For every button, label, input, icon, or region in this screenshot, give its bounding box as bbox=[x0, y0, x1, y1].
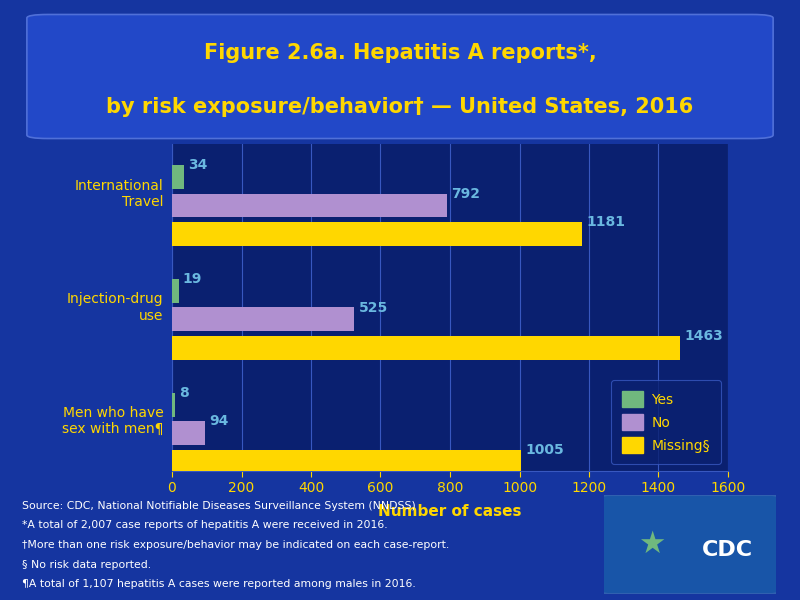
Bar bbox=[172, 222, 582, 246]
Text: 792: 792 bbox=[451, 187, 480, 201]
Text: 1005: 1005 bbox=[526, 443, 564, 457]
Text: †More than one risk exposure/behavior may be indicated on each case-report.: †More than one risk exposure/behavior ma… bbox=[22, 540, 449, 550]
Text: 1463: 1463 bbox=[685, 329, 723, 343]
Bar bbox=[172, 279, 178, 303]
FancyBboxPatch shape bbox=[601, 495, 779, 594]
Bar bbox=[172, 393, 174, 416]
Bar bbox=[172, 307, 354, 331]
Bar bbox=[172, 194, 447, 217]
Text: 94: 94 bbox=[209, 414, 228, 428]
Text: ¶A total of 1,107 hepatitis A cases were reported among males in 2016.: ¶A total of 1,107 hepatitis A cases were… bbox=[22, 580, 415, 589]
Bar bbox=[172, 336, 680, 359]
Text: by risk exposure/behavior† — United States, 2016: by risk exposure/behavior† — United Stat… bbox=[106, 97, 694, 117]
Text: § No risk data reported.: § No risk data reported. bbox=[22, 560, 151, 570]
Text: Source: CDC, National Notifiable Diseases Surveillance System (NNDSS): Source: CDC, National Notifiable Disease… bbox=[22, 501, 415, 511]
Text: 1181: 1181 bbox=[586, 215, 626, 229]
Text: Figure 2.6a. Hepatitis A reports*,: Figure 2.6a. Hepatitis A reports*, bbox=[204, 43, 596, 63]
Text: CDC: CDC bbox=[702, 541, 754, 560]
Legend: Yes, No, Missing§: Yes, No, Missing§ bbox=[611, 380, 721, 464]
Text: 8: 8 bbox=[179, 386, 189, 400]
Text: *A total of 2,007 case reports of hepatitis A were received in 2016.: *A total of 2,007 case reports of hepati… bbox=[22, 520, 387, 530]
Bar bbox=[172, 421, 205, 445]
Bar bbox=[172, 166, 184, 189]
Text: 19: 19 bbox=[182, 272, 202, 286]
FancyBboxPatch shape bbox=[27, 14, 773, 139]
Text: 34: 34 bbox=[188, 158, 207, 172]
X-axis label: Number of cases: Number of cases bbox=[378, 504, 522, 519]
Text: ★: ★ bbox=[638, 530, 666, 559]
Bar bbox=[172, 449, 522, 473]
Text: 525: 525 bbox=[358, 301, 388, 314]
